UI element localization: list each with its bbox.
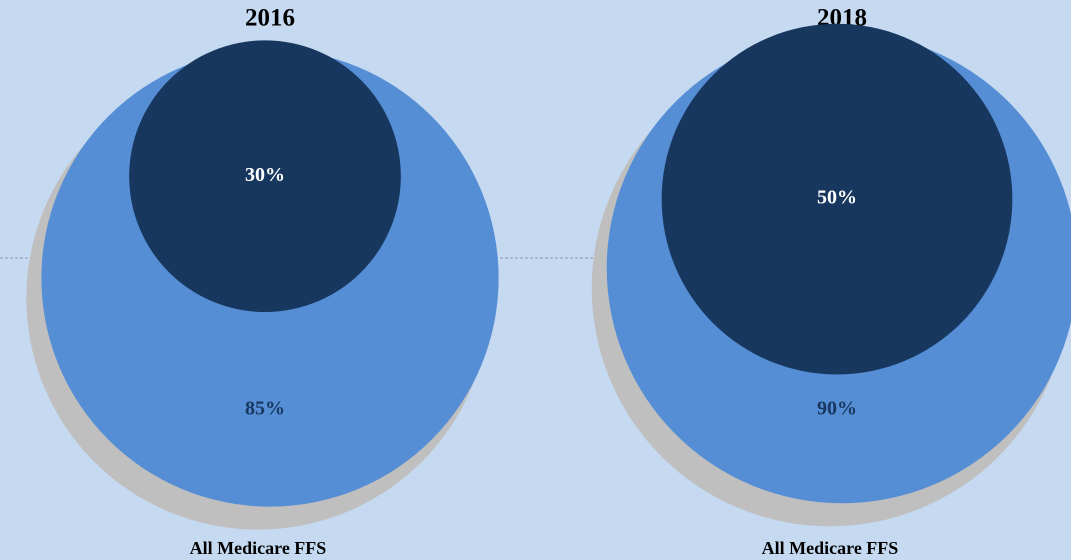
category-label: All Medicare FFS (190, 538, 327, 558)
inner-circle (129, 40, 401, 313)
outer-value-label: 85% (245, 398, 285, 420)
inner-circle (661, 23, 1013, 375)
category-label: All Medicare FFS (762, 538, 899, 558)
chart-title: 2016 (245, 5, 295, 32)
inner-value-label: 30% (245, 164, 285, 186)
outer-value-label: 90% (817, 398, 857, 420)
inner-value-label: 50% (817, 187, 857, 209)
